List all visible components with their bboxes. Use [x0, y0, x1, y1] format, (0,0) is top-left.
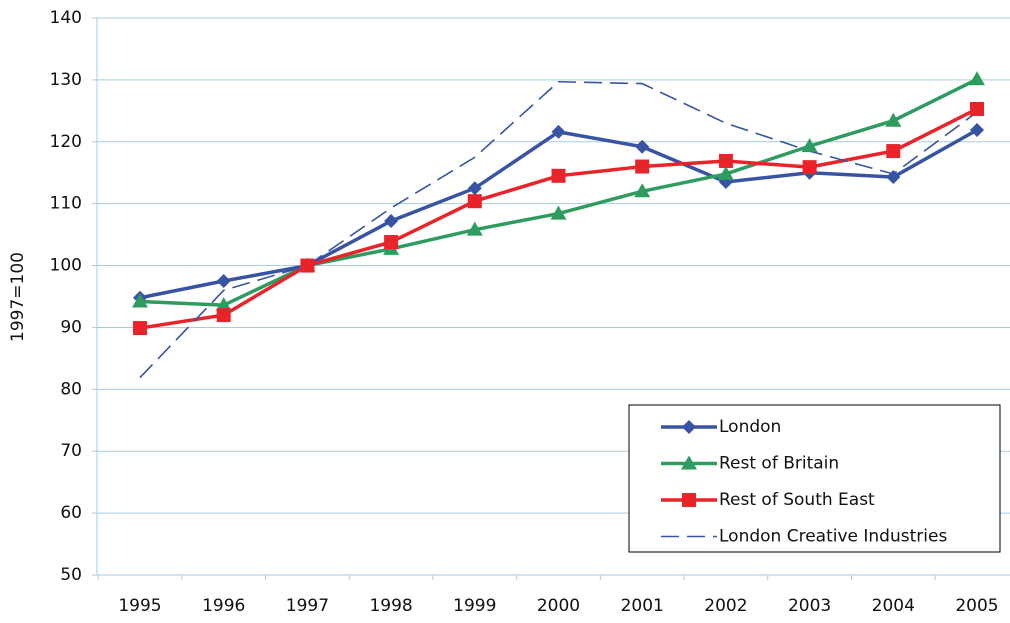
- marker: [969, 71, 985, 86]
- marker: [635, 139, 650, 154]
- series-line: [139, 80, 978, 379]
- x-tick-label: 1996: [202, 596, 245, 616]
- x-tick-label: 2001: [621, 596, 664, 616]
- x-tick-label: 2000: [537, 596, 580, 616]
- legend-label: Rest of South East: [719, 490, 875, 510]
- marker: [466, 221, 483, 236]
- marker: [300, 258, 315, 273]
- marker: [635, 159, 650, 174]
- marker: [550, 205, 567, 220]
- marker: [886, 144, 901, 159]
- marker: [634, 183, 651, 198]
- marker: [132, 293, 148, 308]
- marker: [682, 420, 696, 434]
- marker: [551, 124, 566, 139]
- legend-label: London: [719, 417, 781, 437]
- y-tick-label: 90: [60, 317, 82, 337]
- legend-label: London Creative Industries: [719, 527, 947, 547]
- y-tick-label: 110: [50, 194, 82, 214]
- y-tick-label: 60: [60, 503, 82, 523]
- marker: [717, 165, 734, 180]
- marker: [970, 123, 984, 138]
- marker: [384, 213, 399, 228]
- marker: [384, 235, 399, 250]
- x-tick-label: 2002: [704, 596, 747, 616]
- legend-label: Rest of Britain: [719, 454, 839, 474]
- marker: [885, 112, 902, 127]
- marker: [467, 194, 482, 209]
- marker: [970, 101, 984, 116]
- x-tick-label: 1998: [369, 596, 412, 616]
- marker: [801, 138, 818, 153]
- x-tick-label: 1995: [118, 596, 161, 616]
- x-tick-label: 1997: [286, 596, 329, 616]
- marker: [682, 493, 696, 507]
- marker: [681, 455, 697, 470]
- y-tick-label: 80: [60, 379, 82, 399]
- y-tick-label: 70: [60, 441, 82, 461]
- y-tick-label: 130: [50, 70, 82, 90]
- marker: [551, 168, 566, 183]
- marker: [133, 321, 147, 336]
- series-line: [139, 77, 978, 307]
- y-tick-label: 140: [50, 8, 82, 28]
- y-tick-label: 120: [50, 132, 82, 152]
- x-tick-label: 2005: [955, 596, 998, 616]
- y-tick-label: 100: [50, 256, 82, 276]
- x-tick-label: 1999: [453, 596, 496, 616]
- x-tick-label: 2003: [788, 596, 831, 616]
- marker: [216, 274, 231, 289]
- marker: [802, 160, 817, 175]
- marker: [886, 170, 901, 185]
- marker: [215, 297, 232, 312]
- marker: [467, 181, 482, 196]
- marker: [216, 308, 231, 323]
- y-axis-label: 1997=100: [8, 252, 28, 342]
- y-tick-label: 50: [60, 565, 82, 585]
- x-tick-label: 2004: [872, 596, 915, 616]
- marker: [718, 153, 733, 168]
